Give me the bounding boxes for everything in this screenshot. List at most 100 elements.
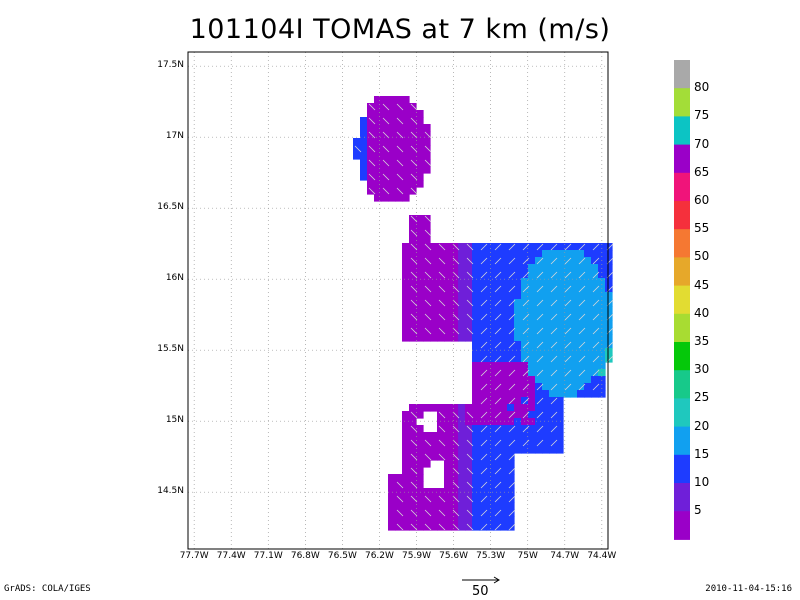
shade-cell [437,509,445,517]
shade-cell [360,173,368,181]
shade-cell [535,404,543,412]
wind-arrow [592,383,600,391]
shade-cell [395,194,403,202]
wind-arrow [508,453,516,461]
shade-cell [528,362,536,370]
shade-cell [479,334,487,342]
shade-cell [388,495,396,503]
shade-cell [507,320,515,328]
wind-arrow [480,355,488,363]
shade-cell [486,271,494,279]
shade-cell [388,481,396,489]
shade-cell [486,439,494,447]
shade-cell [549,425,557,433]
wind-arrow [494,397,502,405]
wind-arrow [522,397,530,405]
shade-cell [479,474,487,482]
shade-cell [416,320,424,328]
colorbar-label: 65 [694,164,710,179]
shade-cell [437,292,445,300]
shade-cell [528,432,536,440]
wind-arrow [564,327,572,335]
shade-cell [507,495,515,503]
shade-cell [465,411,473,419]
shade-cell [353,138,361,146]
shade-cell [395,509,403,517]
shade-cell [479,453,487,461]
shade-cell [528,292,536,300]
shade-cell [500,320,508,328]
shade-cell [472,348,480,356]
shade-cell [584,348,592,356]
wind-arrow [550,243,558,251]
shade-cell [493,299,501,307]
shade-cell [570,390,578,398]
shade-cell [451,509,459,517]
lat-tick-label: 15N [165,415,184,426]
shade-cell [570,299,578,307]
shade-cell [570,285,578,293]
shade-cell [486,292,494,300]
shade-cell [521,257,529,265]
shade-cell [402,327,410,335]
shade-cell [493,376,501,384]
shade-cell [528,355,536,363]
wind-arrow [550,313,558,321]
shade-cell [472,509,480,517]
wind-arrow [382,145,390,153]
shade-cell [402,411,410,419]
shade-cell [416,481,424,489]
shade-cell [402,523,410,531]
wind-arrow [508,257,516,265]
wind-arrow [410,243,418,251]
wind-arrow [480,383,488,391]
shade-cell [367,110,375,118]
wind-arrow [368,117,376,125]
shade-cell [556,425,564,433]
shade-cell [542,264,550,272]
shade-cell [409,418,417,426]
shade-cell [514,397,522,405]
shade-cell [493,362,501,370]
wind-arrow [564,313,572,321]
shade-cell [409,236,417,244]
shade-cell [367,187,375,195]
wind-arrow [522,285,530,293]
shade-cell [367,180,375,188]
shade-cell [360,159,368,167]
colorbar-swatch [674,201,690,230]
shade-cell [444,481,452,489]
shade-cell [507,327,515,335]
shade-cell [577,299,585,307]
wind-arrow [550,411,558,419]
wind-arrow [424,495,432,503]
shade-cell [388,180,396,188]
wind-arrow [424,131,432,139]
shade-cell [472,285,480,293]
shade-cell [451,411,459,419]
shade-cell [577,341,585,349]
shade-cell [367,131,375,139]
shade-cell [430,439,438,447]
shade-cell [416,250,424,258]
shade-cell [486,460,494,468]
lat-tick-label: 14.5N [157,486,184,497]
shade-cell [423,306,431,314]
wind-arrow [452,411,460,419]
shade-cell [577,250,585,258]
shade-cell [416,124,424,132]
wind-arrow [564,369,572,377]
shade-cell [591,306,599,314]
shade-cell [514,411,522,419]
shade-cell [493,474,501,482]
shade-cell [437,271,445,279]
shade-cell [430,320,438,328]
shade-cell [479,523,487,531]
shade-cell [514,418,522,426]
shade-cell [388,124,396,132]
shade-cell [444,320,452,328]
wind-arrow [536,299,544,307]
shade-cell [549,306,557,314]
wind-arrow [480,397,488,405]
